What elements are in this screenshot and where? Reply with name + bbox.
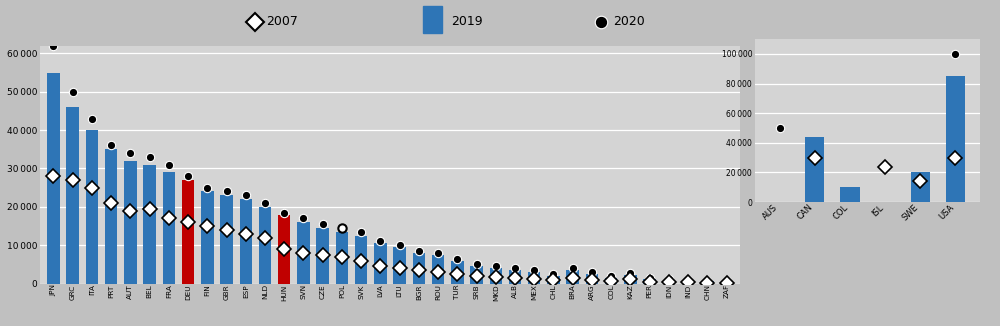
Bar: [240, 199, 252, 284]
Bar: [259, 207, 271, 284]
Bar: [805, 137, 824, 202]
Bar: [490, 268, 502, 284]
Text: 2020: 2020: [614, 15, 645, 28]
Bar: [720, 282, 733, 284]
Bar: [470, 266, 483, 284]
Bar: [682, 281, 694, 284]
Bar: [413, 253, 425, 284]
Bar: [911, 172, 930, 202]
Bar: [66, 107, 79, 284]
Text: 2007: 2007: [266, 15, 298, 28]
Bar: [393, 247, 406, 284]
Bar: [451, 260, 464, 284]
Bar: [220, 195, 233, 284]
Bar: [278, 215, 290, 284]
Bar: [946, 76, 965, 202]
Bar: [701, 281, 714, 284]
Bar: [86, 130, 98, 284]
Text: 2019: 2019: [451, 15, 483, 28]
Bar: [663, 280, 675, 284]
Bar: [316, 228, 329, 284]
Bar: [124, 161, 137, 284]
Bar: [143, 165, 156, 284]
Bar: [840, 187, 860, 202]
Bar: [297, 222, 310, 284]
Bar: [201, 191, 214, 284]
Bar: [423, 6, 442, 33]
Bar: [528, 272, 540, 284]
Bar: [374, 243, 387, 284]
Bar: [105, 149, 117, 284]
Bar: [566, 270, 579, 284]
Bar: [163, 172, 175, 284]
Bar: [355, 236, 367, 284]
Bar: [432, 255, 444, 284]
Bar: [605, 278, 617, 284]
Bar: [182, 180, 194, 284]
Bar: [624, 275, 637, 284]
Bar: [643, 279, 656, 284]
Bar: [336, 232, 348, 284]
Bar: [509, 270, 521, 284]
Bar: [586, 274, 598, 284]
Bar: [47, 72, 60, 284]
Bar: [547, 276, 560, 284]
